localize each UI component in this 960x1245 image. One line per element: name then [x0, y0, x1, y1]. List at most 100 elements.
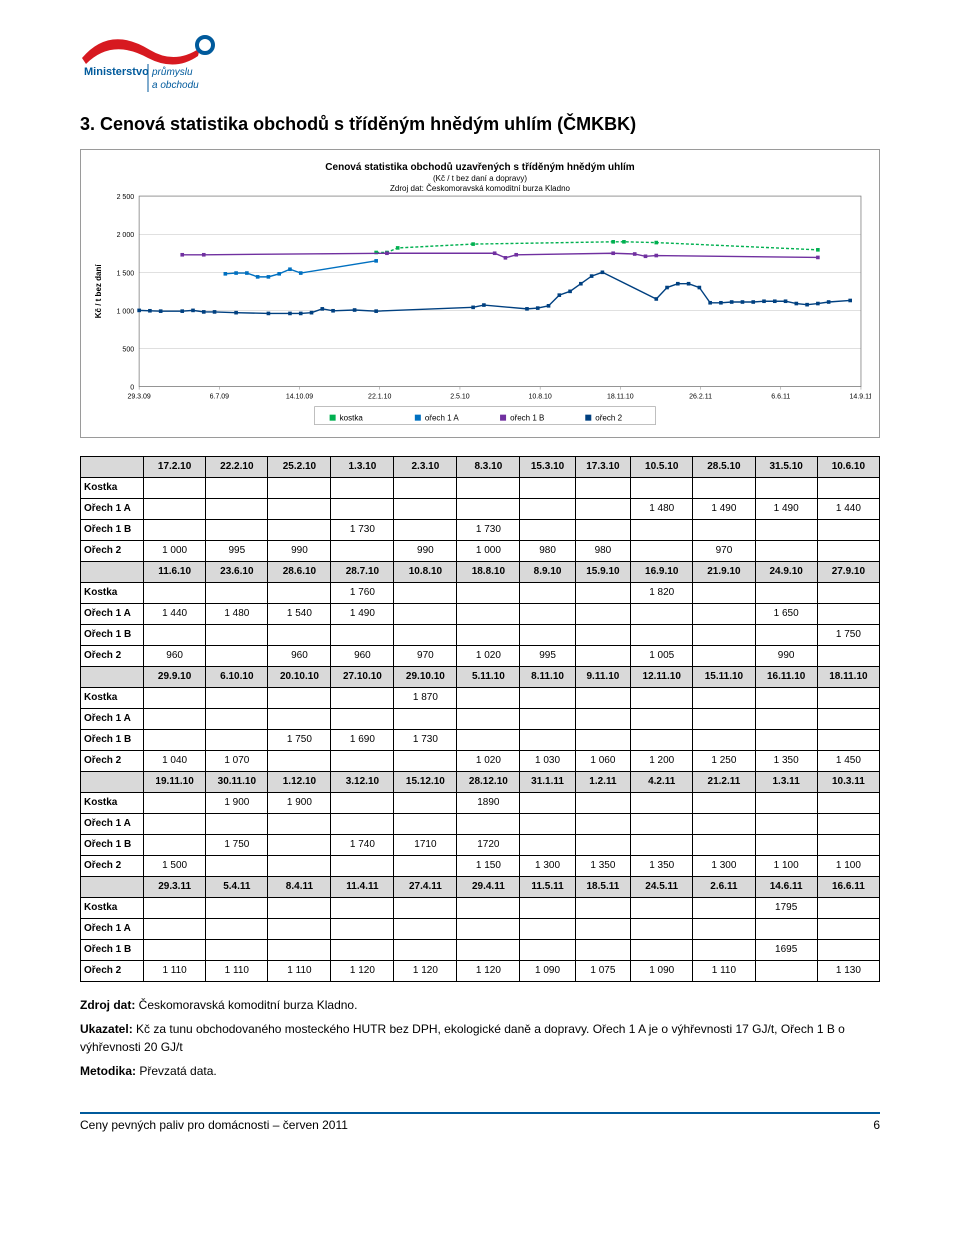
- footer-left: Ceny pevných paliv pro domácnosti – červ…: [80, 1118, 348, 1132]
- table-cell: [206, 645, 268, 666]
- table-date-cell: 21.9.10: [693, 561, 755, 582]
- table-cell: [693, 477, 755, 498]
- table-date-cell: 1.3.11: [755, 771, 817, 792]
- table-cell: [457, 603, 520, 624]
- table-cell: [394, 855, 457, 876]
- table-cell: [520, 624, 575, 645]
- table-cell: [206, 855, 268, 876]
- table-cell: [755, 813, 817, 834]
- logo-line1: Ministerstvo: [84, 66, 149, 78]
- table-date-cell: 5.11.10: [457, 666, 520, 687]
- table-cell: [394, 582, 457, 603]
- table-cell: 1795: [755, 897, 817, 918]
- table-cell: 1890: [457, 792, 520, 813]
- table-row: Ořech 1 A1 4401 4801 5401 4901 650: [81, 603, 880, 624]
- table-cell: [631, 519, 693, 540]
- footer-rule: [80, 1112, 880, 1114]
- table-cell: [817, 834, 879, 855]
- table-cell: [693, 708, 755, 729]
- table-cell: 1 005: [631, 645, 693, 666]
- table-cell: 1 090: [520, 960, 575, 981]
- table-cell: 995: [520, 645, 575, 666]
- table-cell: [268, 498, 331, 519]
- table-rowhead: Ořech 1 B: [81, 519, 144, 540]
- table-date-cell: 17.2.10: [144, 456, 206, 477]
- table-cell: [693, 834, 755, 855]
- table-date-cell: 15.12.10: [394, 771, 457, 792]
- table-cell: [206, 498, 268, 519]
- table-cell: [631, 897, 693, 918]
- table-cell: 1 540: [268, 603, 331, 624]
- table-cell: 1 900: [268, 792, 331, 813]
- table-cell: [206, 477, 268, 498]
- table-rowhead: Ořech 1 A: [81, 813, 144, 834]
- table-date-cell: 12.11.10: [631, 666, 693, 687]
- table-cell: 1 000: [457, 540, 520, 561]
- table-cell: [631, 834, 693, 855]
- table-cell: [520, 603, 575, 624]
- table-cell: [268, 750, 331, 771]
- table-cell: [631, 792, 693, 813]
- table-cell: [631, 813, 693, 834]
- table-cell: [457, 897, 520, 918]
- indicator-label: Ukazatel:: [80, 1022, 133, 1036]
- table-date-cell: 2.6.11: [693, 876, 755, 897]
- svg-text:6.7.09: 6.7.09: [210, 394, 230, 401]
- table-date-cell: 11.5.11: [520, 876, 575, 897]
- table-rowhead: Ořech 2: [81, 540, 144, 561]
- table-cell: 980: [520, 540, 575, 561]
- table-rowhead: Ořech 1 A: [81, 498, 144, 519]
- table-cell: [817, 708, 879, 729]
- table-cell: 960: [144, 645, 206, 666]
- table-cell: 1 490: [331, 603, 394, 624]
- table-cell: [817, 813, 879, 834]
- table-date-cell: 25.2.10: [268, 456, 331, 477]
- table-date-cell: 27.9.10: [817, 561, 879, 582]
- table-cell: [631, 918, 693, 939]
- svg-text:ořech 1 A: ořech 1 A: [425, 414, 460, 423]
- table-date-cell: 18.8.10: [457, 561, 520, 582]
- table-cell: [331, 708, 394, 729]
- table-cell: 1 820: [631, 582, 693, 603]
- table-cell: 1 440: [144, 603, 206, 624]
- table-date-cell: 24.9.10: [755, 561, 817, 582]
- svg-text:29.3.09: 29.3.09: [127, 394, 150, 401]
- table-cell: [144, 498, 206, 519]
- table-date-cell: 30.11.10: [206, 771, 268, 792]
- table-cell: [144, 792, 206, 813]
- table-date-cell: 1.12.10: [268, 771, 331, 792]
- table-date-cell: 8.11.10: [520, 666, 575, 687]
- table-cell: 1 750: [268, 729, 331, 750]
- table-rowhead: Ořech 2: [81, 960, 144, 981]
- table-date-row: 19.11.1030.11.101.12.103.12.1015.12.1028…: [81, 771, 880, 792]
- table-cell: [331, 750, 394, 771]
- table-cell: [268, 918, 331, 939]
- table-cell: [693, 792, 755, 813]
- table-cell: [457, 939, 520, 960]
- svg-text:6.6.11: 6.6.11: [771, 394, 790, 401]
- table-date-cell: 15.3.10: [520, 456, 575, 477]
- table-cell: [268, 855, 331, 876]
- table-date-cell: 29.9.10: [144, 666, 206, 687]
- table-date-cell: 1.2.11: [575, 771, 630, 792]
- table-cell: [331, 897, 394, 918]
- table-cell: [520, 897, 575, 918]
- table-cell: [268, 519, 331, 540]
- table-cell: 1 110: [206, 960, 268, 981]
- table-cell: [520, 477, 575, 498]
- table-cell: 1 110: [268, 960, 331, 981]
- table-cell: 1 760: [331, 582, 394, 603]
- table-cell: 1 490: [755, 498, 817, 519]
- table-cell: [575, 918, 630, 939]
- table-cell: 1 490: [693, 498, 755, 519]
- table-date-cell: 8.3.10: [457, 456, 520, 477]
- table-cell: [817, 582, 879, 603]
- table-date-cell: 28.12.10: [457, 771, 520, 792]
- svg-text:ořech 1 B: ořech 1 B: [510, 414, 544, 423]
- table-cell: [755, 582, 817, 603]
- table-row: Ořech 1 A: [81, 813, 880, 834]
- table-date-cell: 11.4.11: [331, 876, 394, 897]
- table-cell: [693, 918, 755, 939]
- table-row: Ořech 1 A: [81, 708, 880, 729]
- table-cell: [331, 540, 394, 561]
